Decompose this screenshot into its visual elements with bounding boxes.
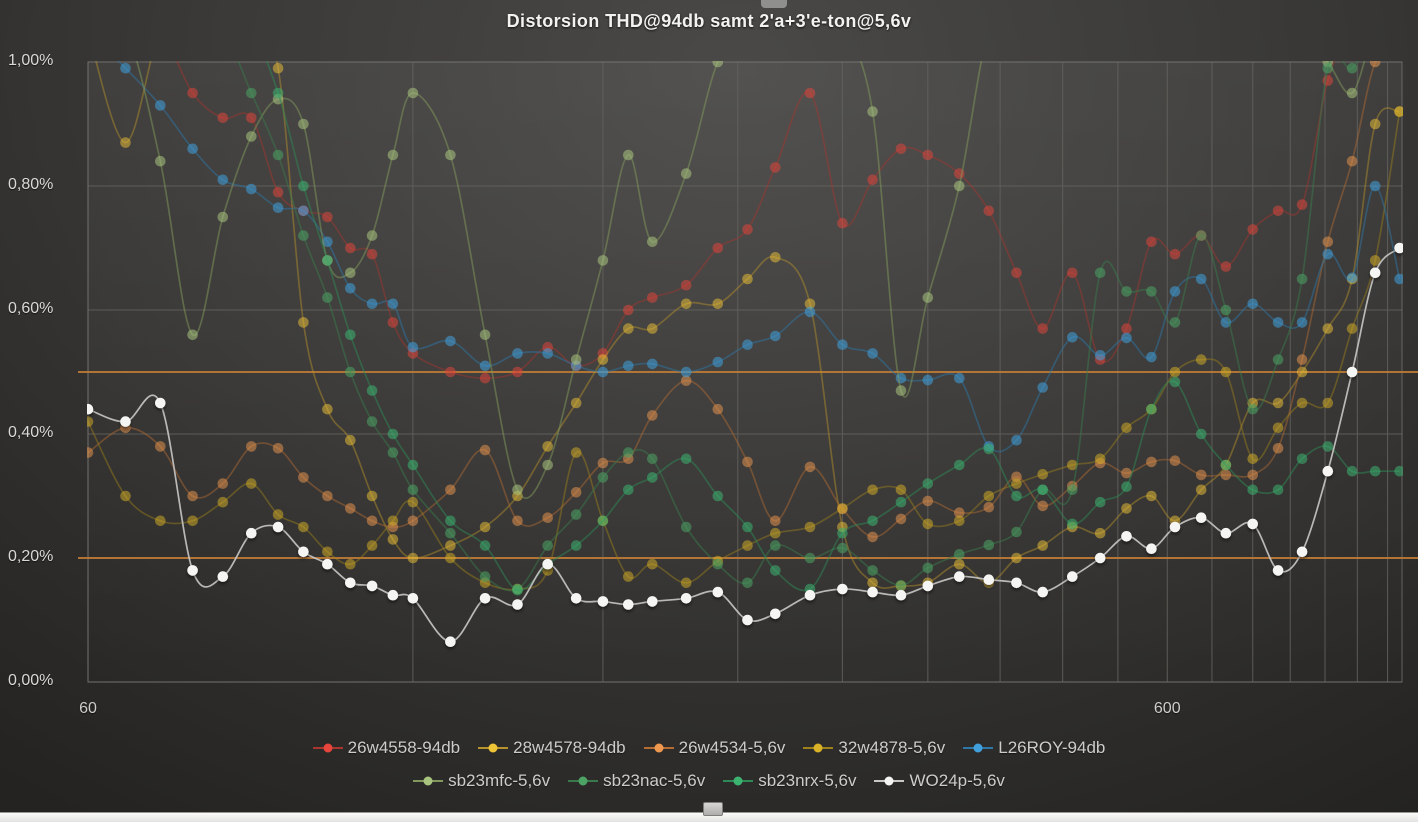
legend-item-sb23nrx-5,6v[interactable]: sb23nrx-5,6v <box>719 769 860 793</box>
legend-item-sb23nac-5,6v[interactable]: sb23nac-5,6v <box>564 769 709 793</box>
y-tick-label-0,00%: 0,00% <box>8 672 54 689</box>
reference-lines <box>78 371 1418 559</box>
legend-marker-icon <box>478 743 509 753</box>
legend-marker-icon <box>803 743 834 753</box>
chart-legend: 26w4558-94db 28w4578-94db 26w4534-5,6v 32w4… <box>0 736 1418 793</box>
legend-item-WO24p-5,6v[interactable]: WO24p-5,6v <box>870 769 1008 793</box>
window-split-handle-top[interactable] <box>761 0 787 8</box>
legend-marker-icon <box>723 776 754 786</box>
legend-label: 26w4558-94db <box>347 738 461 757</box>
y-tick-label-0,20%: 0,20% <box>8 548 54 565</box>
legend-label: 32w4878-5,6v <box>838 738 946 757</box>
series-markers-sb23nrx-5,6v <box>272 87 1403 596</box>
legend-row-1: 26w4558-94db 28w4578-94db 26w4534-5,6v 32w4… <box>309 736 1110 760</box>
legend-item-26w4558-94db[interactable]: 26w4558-94db <box>309 736 464 760</box>
x-tick-label-60: 60 <box>79 700 97 717</box>
legend-label: sb23nac-5,6v <box>603 771 706 790</box>
legend-marker-icon <box>568 776 599 786</box>
y-tick-label-0,60%: 0,60% <box>8 300 54 317</box>
legend-marker-icon <box>413 776 444 786</box>
y-tick-label-0,80%: 0,80% <box>8 176 54 193</box>
legend-marker-icon <box>874 776 905 786</box>
legend-label: sb23nrx-5,6v <box>758 771 857 790</box>
series-sb23nrx-5,6v[interactable] <box>88 26 1405 596</box>
legend-item-L26ROY-94db[interactable]: L26ROY-94db <box>959 736 1109 760</box>
legend-item-28w4578-94db[interactable]: 28w4578-94db <box>474 736 629 760</box>
series-markers-sb23nac-5,6v <box>246 62 1358 595</box>
legend-item-sb23mfc-5,6v[interactable]: sb23mfc-5,6v <box>409 769 554 793</box>
chart-plot[interactable] <box>0 0 1418 730</box>
legend-label: 28w4578-94db <box>513 738 626 757</box>
legend-label: L26ROY-94db <box>998 738 1106 757</box>
legend-label: 26w4534-5,6v <box>678 738 786 757</box>
legend-label: WO24p-5,6v <box>909 771 1005 790</box>
legend-label: sb23mfc-5,6v <box>448 771 551 790</box>
chart-title[interactable]: Distorsion THD@94db samt 2'a+3'e-ton@5,6… <box>506 11 912 31</box>
series-WO24p-5,6v[interactable] <box>83 242 1405 647</box>
legend-marker-icon <box>963 743 994 753</box>
legend-item-32w4878-5,6v[interactable]: 32w4878-5,6v <box>799 736 949 760</box>
x-tick-label-600: 600 <box>1153 700 1181 717</box>
series-markers-WO24p-5,6v <box>87 242 1403 647</box>
legend-marker-icon <box>312 743 343 753</box>
y-tick-label-1,00%: 1,00% <box>8 52 54 69</box>
legend-row-2: sb23mfc-5,6v sb23nac-5,6v sb23nrx-5,6v WO24… <box>409 769 1009 793</box>
legend-item-26w4534-5,6v[interactable]: 26w4534-5,6v <box>640 736 790 760</box>
scrollbar-handle[interactable] <box>703 802 723 816</box>
y-tick-label-0,40%: 0,40% <box>8 424 54 441</box>
legend-marker-icon <box>643 743 674 753</box>
series-sb23nac-5,6v[interactable] <box>88 26 1400 595</box>
